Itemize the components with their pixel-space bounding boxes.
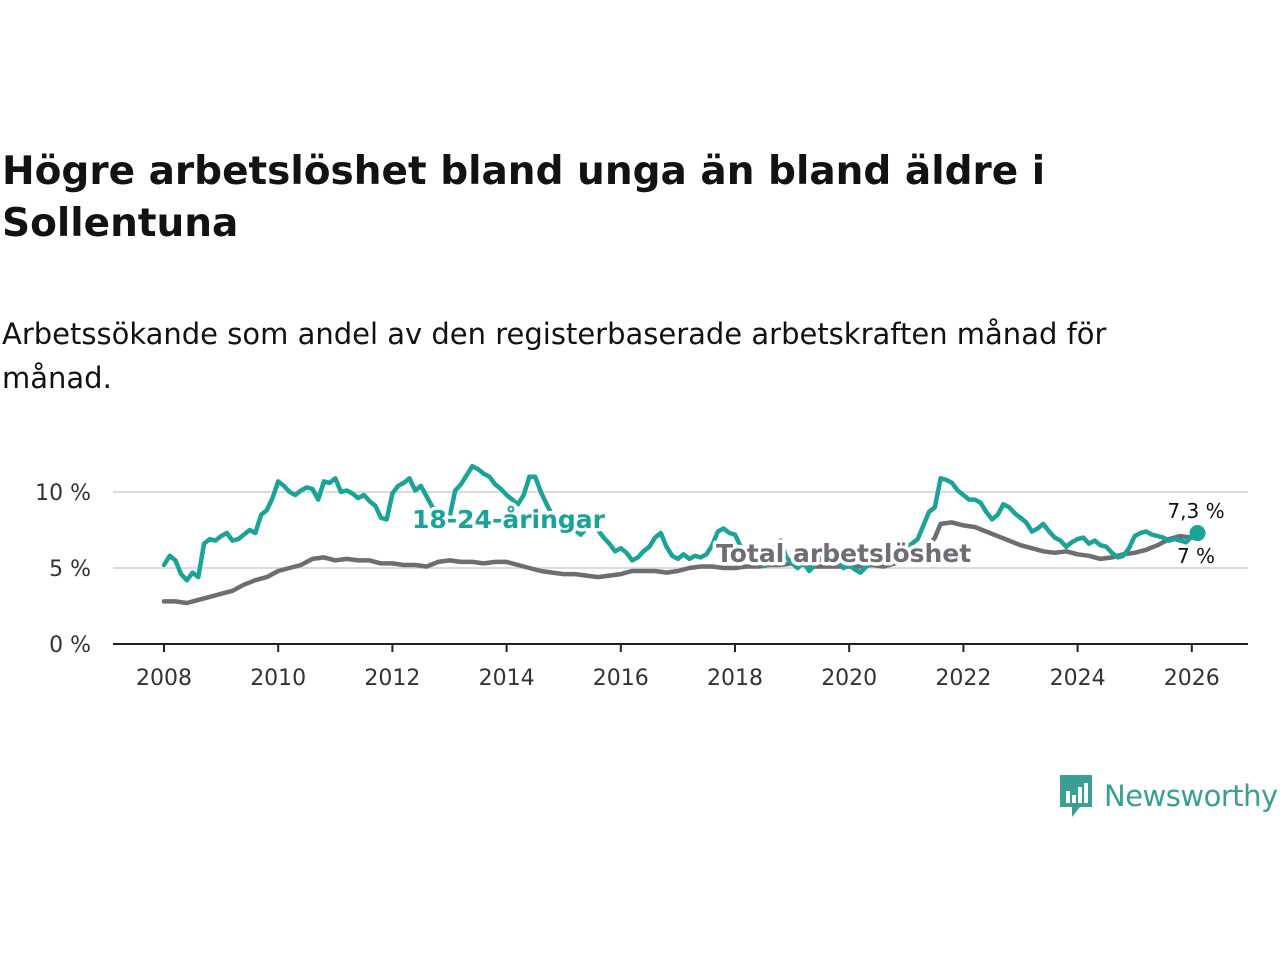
x-tick-label: 2008	[136, 666, 192, 691]
chart-title: Högre arbetslöshet bland unga än bland ä…	[2, 149, 1046, 246]
y-tick-label: 10 %	[35, 481, 91, 506]
x-tick-label: 2010	[250, 666, 306, 691]
end-value-total: 7 %	[1177, 544, 1215, 568]
series-label-youth: 18-24-åringar	[412, 505, 606, 534]
x-tick-label: 2020	[821, 666, 877, 691]
x-tick-label: 2016	[593, 666, 649, 691]
series-line-total	[161, 520, 1200, 606]
x-tick-label: 2012	[364, 666, 420, 691]
x-tick-label: 2022	[935, 666, 991, 691]
y-tick-label: 0 %	[49, 633, 91, 658]
brand-logo: Newsworthy	[1058, 772, 1278, 820]
end-point-marker	[1189, 525, 1206, 542]
x-tick-label: 2026	[1164, 666, 1220, 691]
x-tick-label: 2024	[1050, 666, 1106, 691]
x-axis: 2008 2010 2012 2014 2016 2018 2020 2022 2024 2026	[113, 643, 1248, 691]
line-chart: 0 %5 %10 % 2008 2010 2012 2014 2016 2018 2020 2…	[35, 463, 1248, 691]
series-label-total: Total arbetslöshet	[716, 539, 971, 568]
chart-subtitle: Arbetssökande som andel av den registerb…	[2, 317, 1107, 395]
x-tick-label: 2018	[707, 666, 763, 691]
series-labels: 18-24-åringar Total arbetslöshet 7,3 % 7 %	[409, 499, 1225, 572]
newsworthy-logo-icon	[1060, 775, 1092, 817]
y-axis: 0 % 5 % 10 %	[35, 481, 91, 658]
x-tick-label: 2014	[479, 666, 535, 691]
end-value-youth: 7,3 %	[1167, 499, 1224, 523]
brand-name: Newsworthy	[1104, 779, 1278, 813]
series-line-youth	[161, 463, 1200, 583]
series-lines	[161, 463, 1206, 606]
y-tick-label: 5 %	[49, 557, 91, 582]
